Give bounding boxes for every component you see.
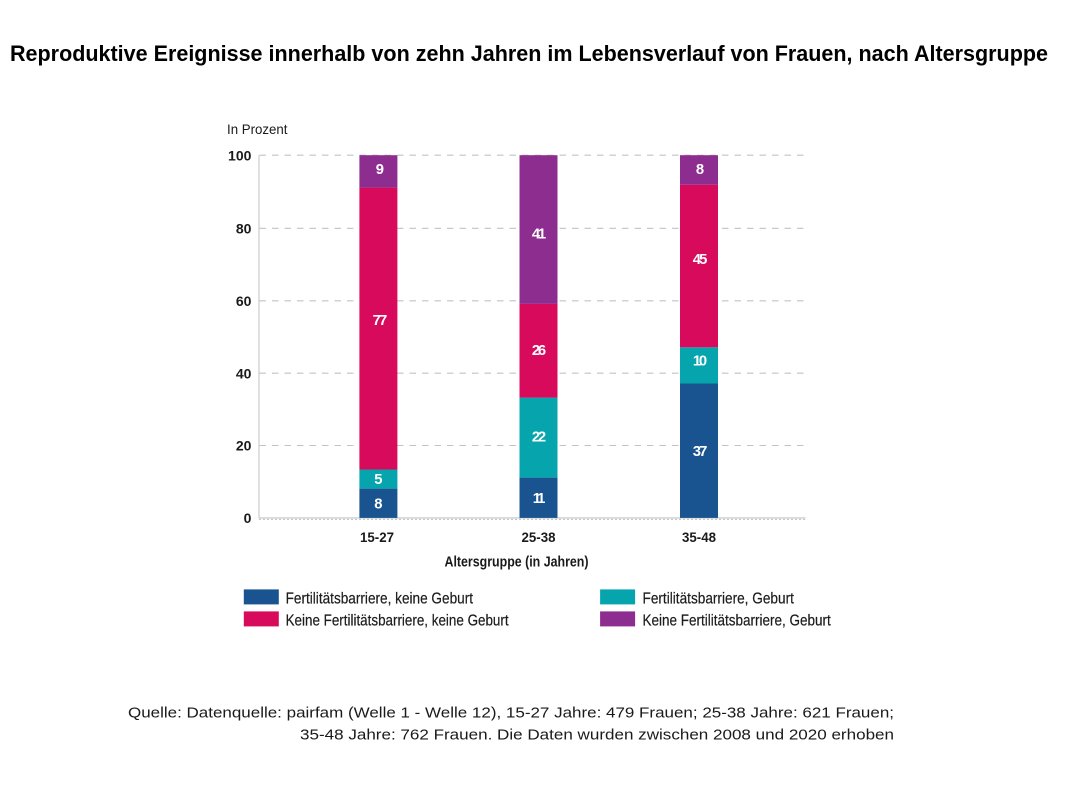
svg-text:Keine Fertilitätsbarriere, kei: Keine Fertilitätsbarriere, keine Geburt — [286, 612, 509, 629]
svg-text:77: 77 — [373, 313, 388, 329]
svg-text:Fertilitätsbarriere, keine Geb: Fertilitätsbarriere, keine Geburt — [286, 590, 474, 607]
svg-text:37: 37 — [693, 444, 708, 460]
svg-text:80: 80 — [236, 220, 252, 236]
svg-text:In Prozent: In Prozent — [227, 122, 288, 137]
svg-text:11: 11 — [533, 491, 546, 507]
svg-text:35-48 Jahre: 762 Frauen. Die D: 35-48 Jahre: 762 Frauen. Die Daten wurde… — [300, 727, 894, 744]
svg-text:45: 45 — [693, 252, 708, 268]
svg-text:5: 5 — [374, 472, 382, 488]
svg-text:22: 22 — [532, 430, 546, 446]
svg-text:0: 0 — [244, 510, 252, 526]
svg-text:35-48: 35-48 — [682, 529, 716, 545]
svg-text:15-27: 15-27 — [360, 529, 394, 545]
svg-text:Keine Fertilitätsbarriere, Geb: Keine Fertilitätsbarriere, Geburt — [643, 612, 832, 629]
svg-text:9: 9 — [376, 162, 384, 178]
svg-text:Altersgruppe (in Jahren): Altersgruppe (in Jahren) — [445, 555, 589, 571]
svg-text:10: 10 — [693, 353, 707, 369]
svg-text:20: 20 — [236, 438, 252, 454]
svg-text:41: 41 — [532, 227, 546, 243]
svg-text:Reproduktive Ereignisse innerh: Reproduktive Ereignisse innerhalb von ze… — [10, 41, 1048, 66]
svg-text:8: 8 — [696, 162, 704, 178]
svg-text:8: 8 — [374, 497, 382, 513]
svg-text:Fertilitätsbarriere, Geburt: Fertilitätsbarriere, Geburt — [643, 590, 795, 607]
svg-text:40: 40 — [236, 365, 252, 381]
svg-text:25-38: 25-38 — [522, 529, 556, 545]
svg-text:60: 60 — [236, 293, 252, 309]
svg-text:100: 100 — [228, 147, 252, 163]
svg-text:Quelle: Datenquelle: pairfam (: Quelle: Datenquelle: pairfam (Welle 1 - … — [128, 705, 894, 722]
svg-text:26: 26 — [532, 343, 546, 359]
